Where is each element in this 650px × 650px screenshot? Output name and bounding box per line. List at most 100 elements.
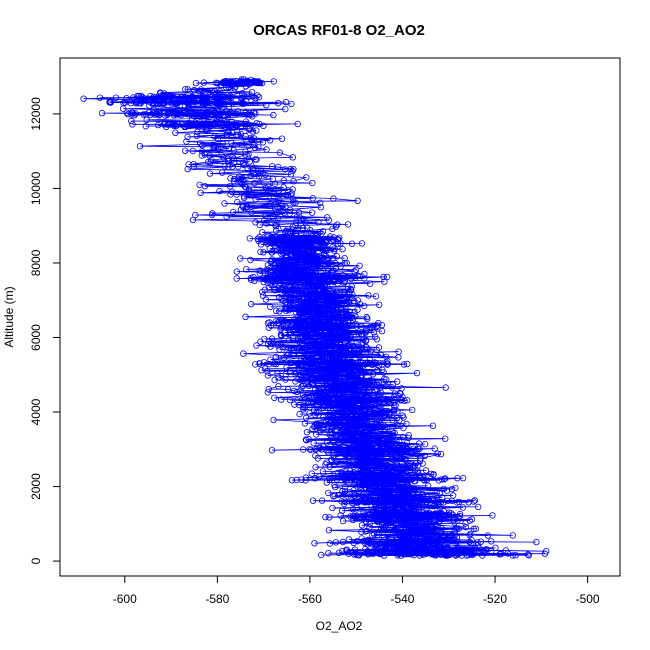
- data-point: [365, 292, 372, 299]
- data-point: [367, 550, 374, 557]
- data-point: [154, 121, 162, 129]
- data-point: [484, 532, 492, 539]
- data-point: [343, 547, 350, 554]
- data-point: [221, 200, 228, 207]
- data-point: [229, 154, 236, 161]
- data-point: [287, 165, 294, 173]
- data-point: [256, 79, 263, 86]
- data-point: [321, 373, 329, 380]
- data-point: [363, 513, 371, 520]
- data-point: [376, 409, 383, 417]
- data-point: [271, 376, 278, 384]
- data-point: [324, 264, 331, 271]
- data-point: [293, 388, 301, 396]
- data-point: [234, 79, 241, 86]
- data-point: [307, 446, 315, 454]
- data-point: [324, 369, 331, 376]
- data-point: [289, 223, 296, 230]
- data-point: [405, 475, 412, 482]
- data-point: [136, 99, 143, 107]
- data-point: [334, 240, 342, 247]
- data-point: [150, 93, 157, 100]
- data-point: [128, 117, 135, 125]
- data-point: [403, 397, 411, 404]
- data-point: [437, 450, 445, 458]
- data-point: [300, 446, 307, 453]
- data-point: [287, 275, 294, 282]
- data-point: [433, 489, 440, 496]
- data-point: [288, 477, 296, 484]
- data-point: [197, 189, 204, 196]
- data-point: [353, 512, 360, 519]
- data-point: [360, 406, 368, 413]
- data-point: [363, 527, 371, 535]
- data-point: [376, 438, 383, 445]
- data-point: [300, 265, 308, 272]
- data-point: [297, 235, 305, 242]
- data-point: [377, 539, 384, 547]
- data-point: [165, 109, 172, 116]
- data-point: [392, 451, 399, 458]
- data-point: [333, 253, 340, 260]
- data-point: [206, 152, 213, 159]
- data-point: [256, 360, 263, 367]
- data-point: [295, 275, 302, 283]
- data-point: [334, 445, 342, 452]
- data-point: [383, 273, 391, 281]
- data-point: [338, 507, 346, 514]
- data-point: [405, 432, 412, 439]
- data-point: [213, 100, 221, 107]
- data-point: [278, 296, 285, 303]
- data-point: [425, 526, 433, 533]
- data-point: [357, 446, 364, 454]
- data-point: [362, 328, 370, 335]
- data-point: [283, 247, 290, 255]
- data-point: [303, 252, 311, 259]
- data-point: [352, 388, 359, 395]
- data-point: [328, 426, 335, 433]
- data-point: [327, 274, 334, 281]
- data-point: [202, 126, 210, 133]
- data-point: [332, 350, 339, 358]
- data-point: [344, 378, 351, 385]
- data-point: [488, 538, 495, 545]
- data-point: [301, 397, 308, 404]
- data-point: [182, 94, 189, 101]
- data-point: [470, 498, 477, 505]
- data-point: [215, 94, 222, 101]
- data-point: [363, 382, 370, 389]
- data-point: [349, 428, 357, 436]
- data-point: [369, 550, 377, 557]
- data-point: [442, 384, 449, 391]
- data-point: [107, 98, 114, 105]
- data-point: [407, 539, 414, 547]
- data-point: [224, 114, 231, 121]
- data-point: [422, 467, 430, 474]
- data-point: [306, 446, 313, 453]
- data-point: [309, 380, 317, 387]
- data-point: [119, 105, 127, 112]
- data-point: [253, 127, 260, 134]
- data-point: [318, 341, 326, 349]
- data-point: [290, 285, 297, 292]
- data-point: [183, 138, 190, 145]
- data-point: [466, 517, 473, 524]
- data-point: [192, 79, 200, 87]
- data-point: [378, 389, 385, 397]
- data-point: [310, 340, 317, 348]
- data-point: [327, 420, 334, 427]
- data-point: [268, 447, 276, 454]
- data-point: [347, 513, 354, 520]
- data-point: [376, 301, 383, 308]
- data-point: [389, 490, 397, 497]
- data-point: [317, 366, 324, 373]
- data-point: [435, 498, 442, 506]
- data-point: [343, 295, 350, 302]
- data-point: [394, 408, 401, 415]
- data-point: [292, 322, 299, 330]
- data-point: [314, 337, 321, 344]
- data-point: [243, 78, 250, 85]
- data-point: [237, 94, 245, 102]
- data-point: [299, 374, 306, 381]
- data-point: [337, 345, 345, 352]
